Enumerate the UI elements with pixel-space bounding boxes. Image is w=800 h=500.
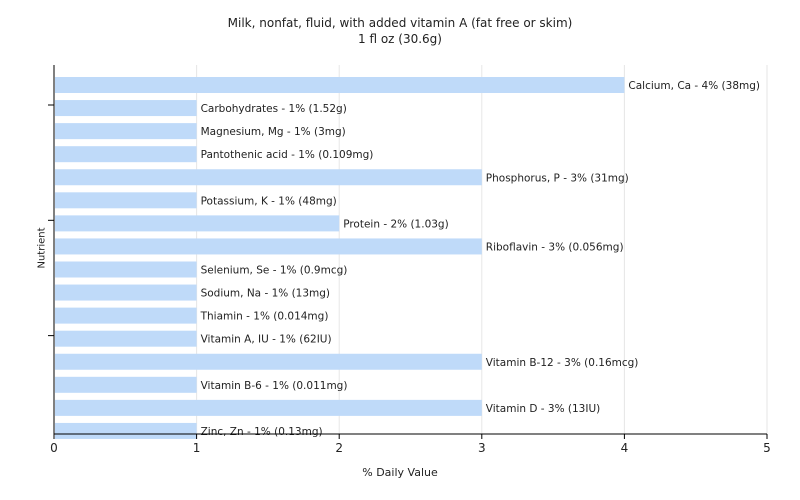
bar: [55, 261, 197, 278]
bar: [55, 146, 197, 163]
x-tick-label: 0: [50, 441, 58, 455]
x-tick-label: 5: [763, 441, 771, 455]
bar-label: Zinc, Zn - 1% (0.13mg): [201, 426, 323, 438]
bar-label: Pantothenic acid - 1% (0.109mg): [201, 149, 374, 161]
bar-label: Phosphorus, P - 3% (31mg): [486, 172, 629, 184]
bar: [55, 192, 197, 209]
bar-label: Magnesium, Mg - 1% (3mg): [201, 126, 346, 138]
bar-label: Vitamin A, IU - 1% (62IU): [201, 334, 332, 346]
x-tick-label: 4: [621, 441, 629, 455]
bar-label: Selenium, Se - 1% (0.9mcg): [201, 265, 348, 277]
bar-label: Sodium, Na - 1% (13mg): [201, 288, 330, 300]
bar: [55, 100, 197, 117]
bar: [55, 399, 482, 416]
bar-label: Thiamin - 1% (0.014mg): [200, 311, 329, 323]
bar: [55, 353, 482, 370]
x-tick-label: 1: [193, 441, 201, 455]
bar: [55, 169, 482, 186]
bar: [55, 307, 197, 324]
chart-title: Milk, nonfat, fluid, with added vitamin …: [227, 16, 573, 30]
bar: [55, 77, 625, 93]
bar-label: Vitamin D - 3% (13IU): [486, 403, 600, 415]
bar: [55, 215, 340, 232]
x-tick-label: 3: [478, 441, 486, 455]
bar-label: Calcium, Ca - 4% (38mg): [628, 80, 760, 92]
x-axis-label: % Daily Value: [362, 466, 438, 479]
bar: [55, 284, 197, 301]
bar: [55, 330, 197, 347]
bar: [55, 123, 197, 140]
y-axis-label: Nutrient: [36, 227, 48, 269]
bar: [55, 422, 197, 439]
bar-label: Riboflavin - 3% (0.056mg): [486, 241, 624, 253]
bar-label: Potassium, K - 1% (48mg): [201, 195, 337, 207]
bar-label: Vitamin B-12 - 3% (0.16mcg): [486, 357, 639, 369]
chart-subtitle: 1 fl oz (30.6g): [358, 32, 442, 46]
bar-label: Protein - 2% (1.03g): [343, 218, 449, 230]
bar: [55, 376, 197, 393]
bar-label: Vitamin B-6 - 1% (0.011mg): [201, 380, 348, 392]
x-tick-label: 2: [335, 441, 343, 455]
bar-label: Carbohydrates - 1% (1.52g): [201, 103, 347, 115]
bar: [55, 238, 482, 255]
